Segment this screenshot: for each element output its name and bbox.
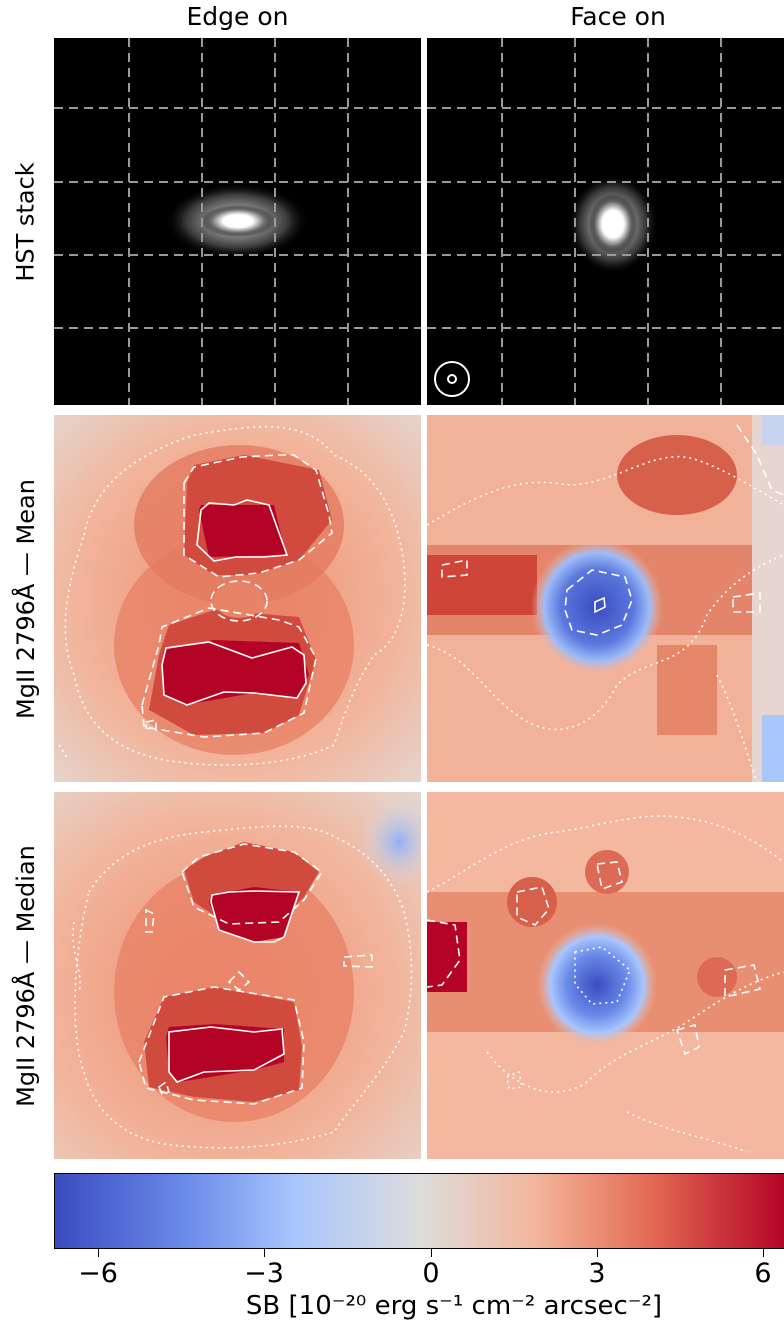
colorbar-tick [597, 1249, 598, 1257]
colorbar-tick-label: −6 [78, 1258, 118, 1289]
colorbar-tick [431, 1249, 432, 1257]
mgii-median-edge-on-panel [54, 792, 421, 1159]
hst-edge-on-panel [54, 38, 421, 405]
colorbar-tick [264, 1249, 265, 1257]
mgii-median-face-on-panel [427, 792, 784, 1159]
column-title-face-on: Face on [570, 2, 666, 31]
row-label-mgii-median: MgII 2796Å — Median [12, 844, 40, 1107]
row-label-mgii-mean: MgII 2796Å — Mean [12, 478, 40, 719]
column-title-edge-on: Edge on [186, 2, 289, 31]
colorbar-tick-label: 6 [754, 1258, 772, 1289]
colorbar-tick-label: 0 [422, 1258, 440, 1289]
colorbar-label: SB [10⁻²⁰ erg s⁻¹ cm⁻² arcsec⁻²] [245, 1291, 663, 1321]
mgii-mean-face-on-panel [427, 415, 784, 782]
hst-face-on-panel [427, 38, 784, 405]
galaxy-face-on [589, 194, 637, 254]
colorbar-tick-label: 3 [588, 1258, 606, 1289]
colorbar-tick-label: −3 [244, 1258, 284, 1289]
row-label-hst-stack: HST stack [12, 161, 41, 282]
psf-circle-icon [434, 361, 470, 397]
galaxy-edge-on [201, 205, 275, 237]
mgii-mean-edge-on-panel [54, 415, 421, 782]
colorbar-tick [98, 1249, 99, 1257]
colorbar-tick [763, 1249, 764, 1257]
colorbar [54, 1173, 784, 1249]
